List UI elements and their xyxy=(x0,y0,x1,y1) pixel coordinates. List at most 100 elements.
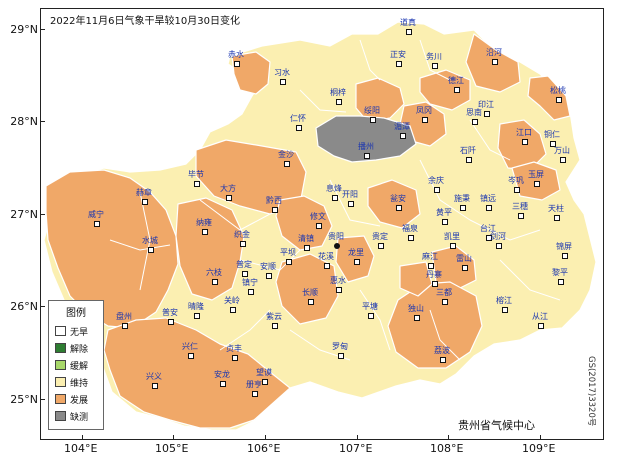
county-label: 贵阳 xyxy=(328,232,344,241)
lon-tick xyxy=(448,435,449,440)
county-label: 凯里 xyxy=(444,232,460,241)
lon-tick xyxy=(265,435,266,440)
lat-tick xyxy=(40,214,45,215)
county-marker xyxy=(220,381,226,387)
legend-item-missing: 缺测 xyxy=(55,411,103,423)
county-label: 织金 xyxy=(234,230,250,239)
county-marker xyxy=(194,181,200,187)
county-marker xyxy=(492,59,498,65)
legend-label: 解除 xyxy=(70,345,89,355)
county-label: 铜仁 xyxy=(544,130,560,139)
county-marker xyxy=(308,299,314,305)
county-label: 台江 xyxy=(480,224,496,233)
county-marker xyxy=(348,201,354,207)
county-marker xyxy=(212,279,218,285)
county-label: 天柱 xyxy=(548,204,564,213)
county-marker xyxy=(280,79,286,85)
county-marker xyxy=(336,99,342,105)
county-marker xyxy=(284,161,290,167)
county-label: 仁怀 xyxy=(290,114,306,123)
county-label: 镇宁 xyxy=(242,278,258,287)
county-marker xyxy=(440,357,446,363)
county-label: 桐梓 xyxy=(330,88,346,97)
legend-item-none: 无旱 xyxy=(55,326,103,338)
county-marker xyxy=(442,299,448,305)
county-label: 雷山 xyxy=(456,254,472,263)
region-qianxi-xiuwen xyxy=(275,195,333,251)
county-label: 花溪 xyxy=(318,252,334,261)
county-label: 万山 xyxy=(554,146,570,155)
region-nayong-liuzhi xyxy=(175,197,245,301)
legend-swatch xyxy=(55,360,66,370)
county-border xyxy=(469,219,541,241)
county-label: 普定 xyxy=(236,260,252,269)
county-marker xyxy=(432,63,438,69)
county-label: 思南 xyxy=(466,108,482,117)
legend-label: 无旱 xyxy=(70,328,89,338)
county-label: 独山 xyxy=(408,304,424,313)
county-label: 道真 xyxy=(400,18,416,27)
county-label: 望谟 xyxy=(256,368,272,377)
county-label: 长顺 xyxy=(302,288,318,297)
county-marker xyxy=(486,235,492,241)
lon-tick xyxy=(173,435,174,440)
county-marker xyxy=(432,281,438,287)
county-label: 黎平 xyxy=(552,268,568,277)
county-marker xyxy=(562,253,568,259)
county-marker xyxy=(364,153,370,159)
county-marker xyxy=(486,205,492,211)
lat-label-25: 25°N xyxy=(10,393,38,406)
region-wengan xyxy=(367,179,421,229)
county-marker xyxy=(558,279,564,285)
lat-tick xyxy=(40,306,45,307)
county-marker xyxy=(338,353,344,359)
county-label: 息烽 xyxy=(326,184,342,193)
county-label: 麻江 xyxy=(422,252,438,261)
county-marker xyxy=(460,205,466,211)
county-label: 瓮安 xyxy=(390,194,406,203)
county-label: 绥阳 xyxy=(364,106,380,115)
county-marker xyxy=(396,205,402,211)
legend-item-maintained: 维持 xyxy=(55,377,103,389)
lat-label-29: 29°N xyxy=(10,23,38,36)
county-label: 荔波 xyxy=(434,346,450,355)
county-label: 三都 xyxy=(436,288,452,297)
lat-tick xyxy=(40,29,45,30)
county-marker xyxy=(368,313,374,319)
county-marker xyxy=(502,307,508,313)
county-marker xyxy=(400,133,406,139)
county-border xyxy=(499,259,561,301)
county-marker xyxy=(514,187,520,193)
region-dejiang xyxy=(419,69,471,111)
county-marker xyxy=(534,181,540,187)
county-label: 从江 xyxy=(532,312,548,321)
county-marker xyxy=(286,259,292,265)
county-label: 惠水 xyxy=(330,276,346,285)
region-bozhou-missing xyxy=(315,115,417,163)
lat-tick xyxy=(40,399,45,400)
county-label: 金沙 xyxy=(278,150,294,159)
county-label: 松桃 xyxy=(550,86,566,95)
county-marker xyxy=(252,391,258,397)
county-marker xyxy=(316,223,322,229)
region-chishui xyxy=(231,51,271,95)
county-marker xyxy=(234,61,240,67)
county-label: 清镇 xyxy=(298,234,314,243)
county-label: 黄平 xyxy=(436,208,452,217)
county-marker xyxy=(472,119,478,125)
county-marker xyxy=(332,195,338,201)
county-marker xyxy=(226,195,232,201)
lon-label-109: 109°E xyxy=(522,442,556,455)
county-marker xyxy=(232,355,238,361)
county-label: 锦屏 xyxy=(556,242,572,251)
county-marker xyxy=(462,265,468,271)
county-label: 余庆 xyxy=(428,176,444,185)
county-marker xyxy=(272,207,278,213)
county-label: 贞丰 xyxy=(226,344,242,353)
county-label: 剑河 xyxy=(490,232,506,241)
region-southwest xyxy=(103,317,291,429)
county-border xyxy=(359,289,391,351)
approval-code: GS(2017)3320号 xyxy=(586,356,596,427)
county-marker xyxy=(408,235,414,241)
